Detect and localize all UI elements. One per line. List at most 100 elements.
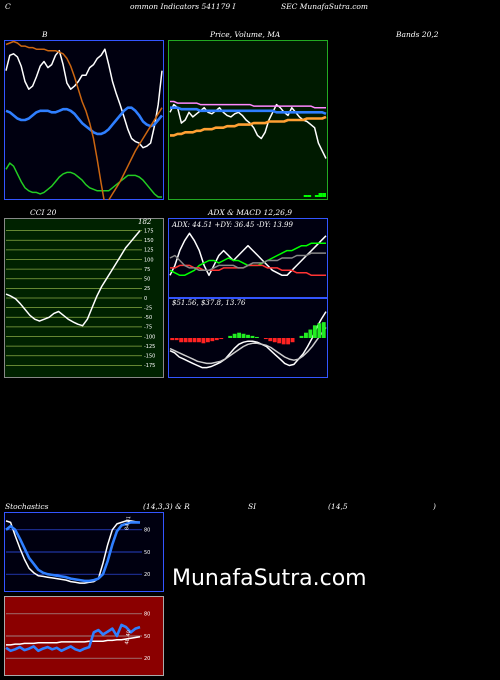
- adx-series-line-3: [169, 252, 326, 272]
- adx-background: [168, 218, 328, 298]
- cci-tick-label: 25: [144, 286, 150, 292]
- label-price-ma: Price, Volume, MA: [210, 30, 281, 39]
- header-c: C: [5, 2, 11, 11]
- macd-histogram-bar: [290, 338, 295, 343]
- cci-tick-label: -175: [144, 363, 155, 369]
- label-cci: CCI 20: [30, 208, 57, 217]
- macd-histogram-bar: [232, 333, 237, 338]
- rsi-value-label: 48.40: [124, 630, 132, 645]
- price-volume-bar: [318, 193, 323, 197]
- macd-histogram-bar: [170, 338, 175, 341]
- macd-histogram-bar: [205, 338, 210, 343]
- label-adx-macd: ADX & MACD 12,26,9: [208, 208, 293, 217]
- stoch-tick-label: 80: [144, 528, 150, 534]
- macd-histogram-bar: [312, 325, 317, 338]
- macd-histogram-bar: [246, 334, 250, 338]
- adx-series-line-0: [169, 232, 327, 277]
- stoch-series-line-1: [5, 521, 140, 583]
- bollinger-series-line-2: [5, 162, 162, 198]
- cci-tick-label: -150: [144, 354, 155, 360]
- macd-histogram-bar: [219, 338, 224, 340]
- cci-series-line-0: [5, 230, 141, 327]
- watermark: MunafaSutra.com: [172, 566, 367, 591]
- label-bands: Bands 20,2: [396, 30, 439, 39]
- macd-histogram-bar: [268, 338, 273, 342]
- bollinger-series-line-1: [5, 106, 164, 136]
- price-volume-bar: [303, 195, 308, 197]
- cci-tick-label: 125: [144, 248, 154, 254]
- price-series-line-2: [170, 106, 327, 116]
- price-series-line-1: [170, 100, 326, 109]
- cci-tick-label: -50: [144, 315, 152, 321]
- label-stochastics: Stochastics: [5, 502, 49, 511]
- bollinger-background: [4, 40, 164, 200]
- price-series-line-3: [170, 115, 327, 137]
- macd-histogram-bar: [197, 338, 201, 343]
- bollinger-series-line-3: [5, 40, 163, 200]
- macd-histogram-bar: [210, 338, 215, 342]
- label-rsi-params: (14,5: [328, 502, 348, 511]
- macd-histogram-bar: [228, 335, 233, 338]
- macd-series-line-1: [169, 326, 327, 365]
- label-rsi-close: ): [433, 502, 436, 511]
- cci-chart: 175 150 125 100 75 50 25 0 -25 -50 -75 -100 -125 -150…: [4, 218, 164, 378]
- macd-histogram-bar: [277, 338, 282, 344]
- rsi-tick-label: 20: [144, 656, 150, 662]
- adx-chart: [168, 218, 328, 298]
- price-series-line-0: [169, 103, 327, 159]
- stochastics-chart: 80 50 20 84.81: [4, 512, 164, 592]
- stoch-value-label: 84.81: [124, 516, 132, 531]
- stoch-series-line-0: [5, 520, 141, 584]
- label-b: B: [42, 30, 48, 39]
- cci-tick-label: 175: [144, 228, 154, 234]
- price-volume-chart: [168, 40, 328, 200]
- cci-tick-label: 50: [144, 277, 150, 283]
- rsi-chart: 80 50 20 48.40: [4, 596, 164, 676]
- macd-histogram-bar: [201, 338, 206, 344]
- header-title: ommon Indicators 541179 I: [130, 2, 236, 11]
- adx-values: ADX: 44.51 +DY: 36.45 -DY: 13.99: [172, 221, 293, 229]
- price-volume-bar: [322, 193, 326, 197]
- macd-histogram-bar: [192, 338, 197, 343]
- header-site: SEC MunafaSutra.com: [281, 2, 369, 11]
- price-volume-bar: [314, 195, 319, 197]
- cci-tick-label: -125: [144, 344, 155, 350]
- cci-tick-label: -25: [144, 305, 152, 311]
- cci-value: 182: [138, 218, 152, 226]
- macd-histogram-bar: [254, 336, 259, 338]
- price-volume-bar: [307, 195, 312, 197]
- stoch-tick-label: 20: [144, 572, 150, 578]
- rsi-tick-label: 50: [144, 634, 150, 640]
- macd-histogram-bar: [286, 338, 291, 345]
- macd-histogram-bar: [299, 335, 304, 338]
- macd-histogram-bar: [237, 332, 242, 338]
- macd-histogram-bar: [250, 335, 255, 338]
- macd-values: $51.56, $37.8, 13.76: [172, 299, 246, 307]
- macd-histogram-bar: [317, 323, 322, 338]
- macd-histogram-bar: [272, 338, 277, 343]
- macd-histogram-bar: [321, 322, 326, 338]
- macd-histogram-bar: [183, 338, 188, 343]
- cci-tick-label: 0: [144, 296, 147, 302]
- macd-histogram-bar: [188, 338, 192, 343]
- cci-tick-label: 75: [144, 267, 150, 273]
- macd-histogram-bar: [174, 338, 179, 341]
- label-stoch-params: (14,3,3) & R: [143, 502, 190, 511]
- rsi-series-line-0: [6, 635, 141, 646]
- bollinger-series-line-0: [5, 48, 163, 149]
- macd-histogram-bar: [241, 333, 246, 338]
- macd-histogram-bar: [304, 332, 308, 338]
- stoch-tick-label: 50: [144, 550, 150, 556]
- macd-histogram-bar: [263, 338, 268, 340]
- macd-histogram-bar: [308, 329, 313, 338]
- macd-histogram-bar: [281, 338, 286, 345]
- label-si: SI: [248, 502, 257, 511]
- rsi-series-line-1: [5, 623, 141, 653]
- cci-tick-label: -100: [144, 334, 155, 340]
- cci-tick-label: 150: [144, 238, 154, 244]
- cci-tick-label: 100: [144, 257, 154, 263]
- macd-histogram-bar: [179, 338, 184, 343]
- cci-tick-label: -75: [144, 325, 152, 331]
- rsi-tick-label: 80: [144, 612, 150, 618]
- macd-chart: [168, 298, 328, 378]
